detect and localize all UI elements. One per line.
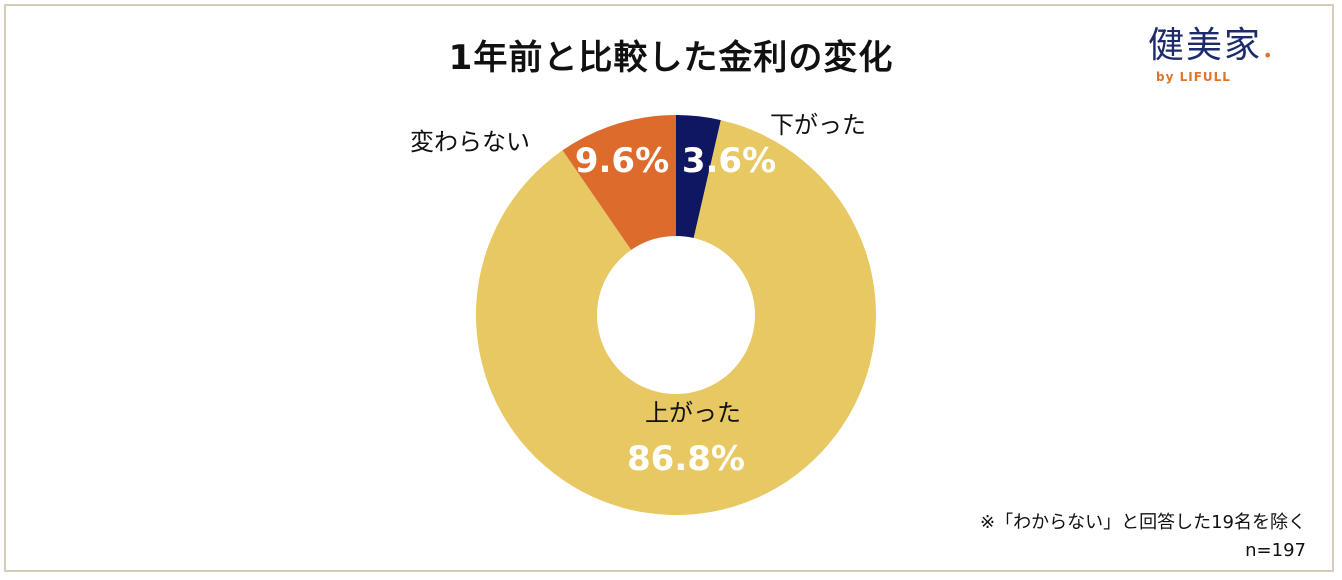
- value-label-1: 3.6%: [682, 141, 776, 181]
- slice-1: [676, 115, 721, 239]
- footnote: ※「わからない」と回答した19名を除く: [980, 512, 1306, 533]
- logo-wordmark: 健美家.: [1148, 26, 1308, 66]
- value-label-3: 9.6%: [575, 141, 669, 181]
- slice-3: [562, 115, 676, 250]
- brand-logo: 健美家. by LIFULL: [1148, 26, 1308, 85]
- category-label-3: 変わらない: [410, 128, 530, 156]
- logo-dot: .: [1262, 25, 1276, 66]
- sample-size: n=197: [1245, 540, 1306, 561]
- category-label-1: 下がった: [770, 111, 866, 139]
- slice-2: [476, 120, 876, 515]
- logo-subtitle: by LIFULL: [1156, 70, 1231, 84]
- chart-title: 1年前と比較した金利の変化: [448, 38, 894, 78]
- logo-text: 健美家: [1148, 25, 1263, 66]
- value-label-2: 86.8%: [627, 439, 745, 479]
- category-label-2: 上がった: [645, 399, 741, 427]
